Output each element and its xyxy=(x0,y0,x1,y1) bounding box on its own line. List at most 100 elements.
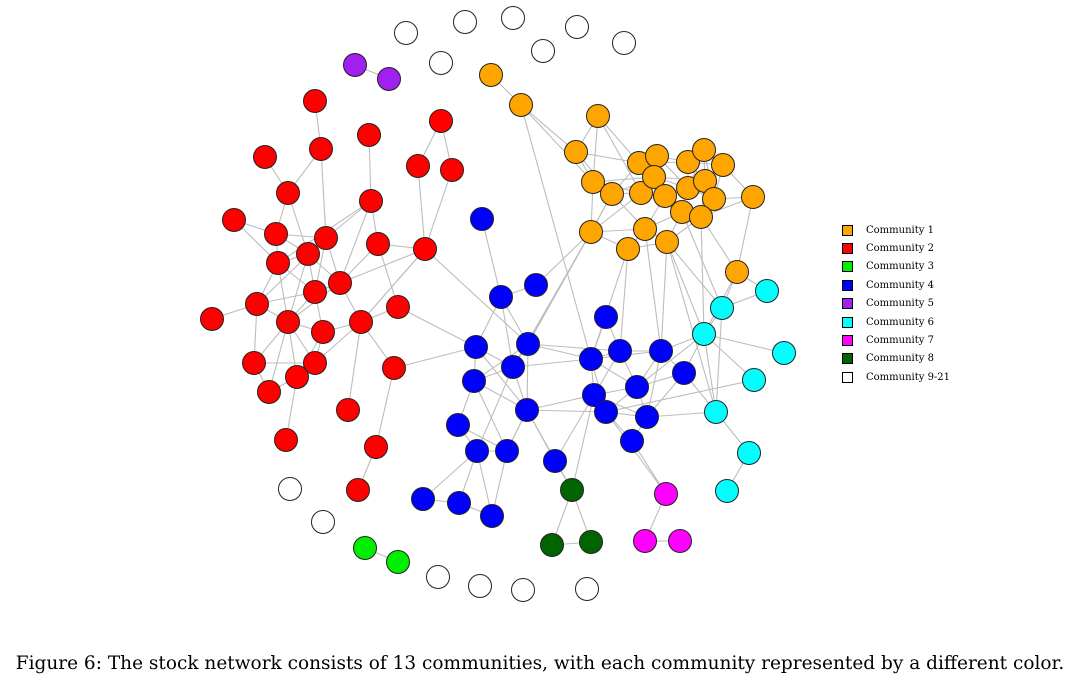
network-node xyxy=(560,478,584,502)
network-node xyxy=(349,310,373,334)
network-edge xyxy=(375,367,395,448)
network-edge xyxy=(475,346,528,411)
network-node xyxy=(654,482,678,506)
network-node xyxy=(692,138,716,162)
network-edge xyxy=(715,307,723,413)
network-node xyxy=(582,383,606,407)
network-node xyxy=(715,479,739,503)
network-node xyxy=(511,578,535,602)
network-node xyxy=(575,577,599,601)
network-node xyxy=(303,351,327,375)
network-edge xyxy=(520,104,592,360)
network-node xyxy=(257,380,281,404)
network-edge xyxy=(520,104,594,183)
network-node xyxy=(620,429,644,453)
legend-item-community-2: Community 2 xyxy=(842,239,950,257)
legend-item-community-9-21: Community 9-21 xyxy=(842,368,950,386)
network-node xyxy=(311,320,335,344)
network-node xyxy=(579,530,603,554)
legend-label: Community 3 xyxy=(866,261,934,273)
network-node xyxy=(274,428,298,452)
network-node xyxy=(364,435,388,459)
network-edge xyxy=(527,343,621,352)
legend-label: Community 8 xyxy=(866,353,934,365)
network-node xyxy=(524,273,548,297)
network-node xyxy=(447,491,471,515)
network-node xyxy=(266,251,290,275)
legend-item-community-8: Community 8 xyxy=(842,350,950,368)
network-node xyxy=(285,365,309,389)
legend-item-community-5: Community 5 xyxy=(842,295,950,313)
network-graph xyxy=(200,6,796,602)
network-node xyxy=(616,237,640,261)
network-node xyxy=(245,292,269,316)
network-node xyxy=(479,63,503,87)
network-node xyxy=(655,230,679,254)
network-edge xyxy=(417,165,426,250)
network-node xyxy=(429,109,453,133)
network-node xyxy=(311,510,335,534)
network-edge xyxy=(520,104,577,153)
network-node xyxy=(462,369,486,393)
network-node xyxy=(406,154,430,178)
legend-label: Community 5 xyxy=(866,298,934,310)
network-node xyxy=(612,31,636,55)
network-edge xyxy=(268,321,289,393)
network-node xyxy=(653,184,677,208)
legend-label: Community 6 xyxy=(866,316,934,328)
network-node xyxy=(303,280,327,304)
node-layer xyxy=(200,6,796,602)
network-edge xyxy=(736,196,754,273)
network-node xyxy=(501,355,525,379)
network-node xyxy=(594,400,618,424)
network-node xyxy=(253,145,277,169)
network-edge xyxy=(512,358,592,368)
network-edge xyxy=(636,333,705,388)
network-node xyxy=(264,222,288,246)
network-node xyxy=(642,165,666,189)
network-node xyxy=(468,574,492,598)
network-edge xyxy=(619,248,629,352)
network-node xyxy=(689,205,713,229)
network-node xyxy=(629,181,653,205)
network-node xyxy=(429,51,453,75)
network-edge xyxy=(571,394,595,491)
network-node xyxy=(394,21,418,45)
network-node xyxy=(737,441,761,465)
legend-label: Community 7 xyxy=(866,335,934,347)
network-edge xyxy=(339,248,426,284)
network-node xyxy=(296,242,320,266)
network-edge xyxy=(535,231,592,286)
network-node xyxy=(470,207,494,231)
legend-label: Community 2 xyxy=(866,243,934,255)
network-node xyxy=(565,15,589,39)
network-node xyxy=(222,208,246,232)
network-edge xyxy=(339,200,372,284)
network-node xyxy=(411,487,435,511)
network-node xyxy=(755,279,779,303)
network-node xyxy=(377,67,401,91)
network-edge xyxy=(700,216,705,335)
network-edge xyxy=(481,218,502,298)
network-node xyxy=(386,295,410,319)
network-node xyxy=(586,104,610,128)
network-edge xyxy=(473,380,508,452)
network-edge xyxy=(590,248,629,360)
network-edge xyxy=(526,409,573,491)
legend-swatch xyxy=(842,243,853,255)
network-edge xyxy=(347,321,362,411)
network-edge xyxy=(424,248,529,345)
legend-item-community-7: Community 7 xyxy=(842,331,950,349)
network-node xyxy=(366,232,390,256)
network-node xyxy=(725,260,749,284)
network-edge xyxy=(597,115,642,194)
network-edge xyxy=(666,241,723,309)
network-node xyxy=(772,341,796,365)
network-node xyxy=(464,335,488,359)
network-node xyxy=(711,153,735,177)
network-node xyxy=(303,89,327,113)
network-node xyxy=(343,53,367,77)
network-node xyxy=(276,310,300,334)
legend-item-community-6: Community 6 xyxy=(842,313,950,331)
legend-swatch xyxy=(842,261,853,273)
